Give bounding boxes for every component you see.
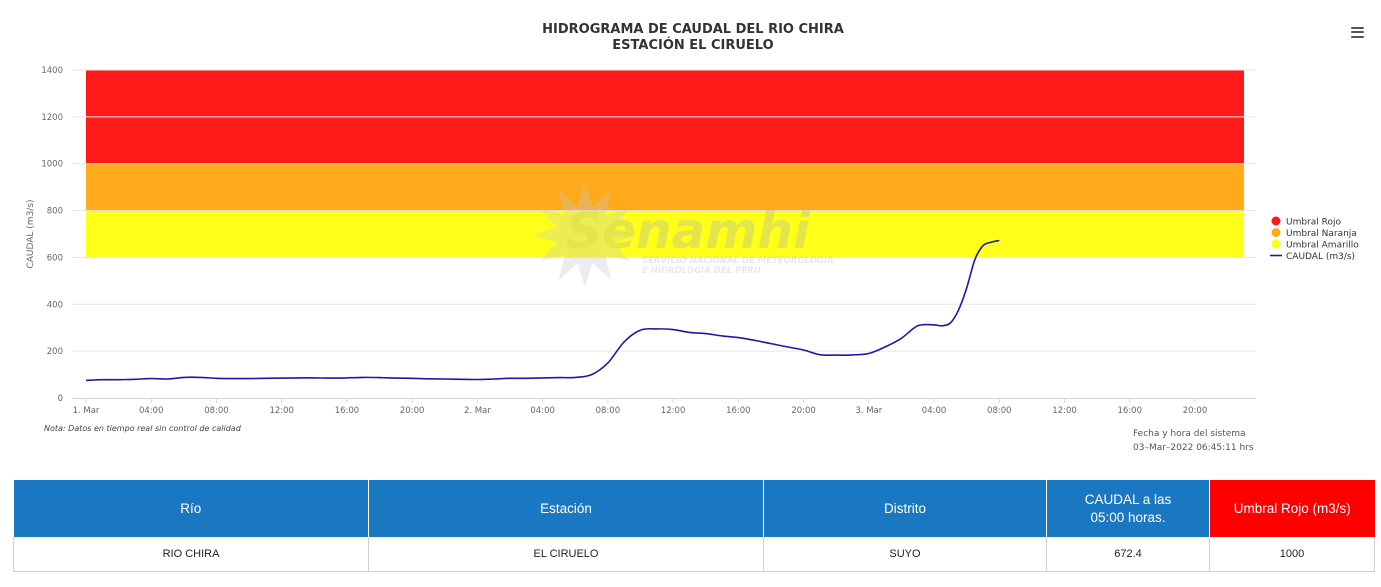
sun-ray-4: [607, 243, 631, 261]
series-line-caudal: [85, 239, 1000, 382]
cell-rio: RIO CHIRA: [13, 537, 369, 572]
series-layer: [85, 239, 1000, 382]
x-tick-label-17: 20:00: [1183, 406, 1208, 416]
header-caudal: CAUDAL a las 05:00 horas.: [1046, 480, 1210, 537]
watermark-line2: E HIDROLOGIA DEL PERU: [642, 266, 761, 276]
sun-ray-11: [559, 189, 577, 213]
sun-ray-7: [559, 257, 577, 281]
data-quality-note: Nota: Datos en tiempo real sin control d…: [44, 424, 242, 433]
x-tick-label-15: 12:00: [1052, 406, 1077, 416]
header-caudal-line2: 05:00 horas.: [1090, 509, 1166, 525]
hamburger-icon: [1350, 26, 1364, 38]
header-rio: Río: [13, 480, 369, 537]
x-tick-label-1: 04:00: [139, 406, 164, 416]
x-tick-label-8: 08:00: [596, 406, 621, 416]
y-tick-label-1200: 1200: [41, 113, 63, 123]
gridlines: [72, 69, 1256, 352]
station-table: Río Estación Distrito CAUDAL a las 05:00…: [13, 480, 1375, 572]
y-tick-label-1000: 1000: [41, 160, 63, 170]
watermark-brand: Senamhi: [566, 202, 811, 260]
watermark-line1: SERVICIO NACIONAL DE METEOROLOGIA: [642, 256, 834, 266]
x-tick-label-13: 04:00: [922, 406, 947, 416]
x-axis-tick-labels: 1. Mar 04:00 08:00 12:00 16:00 20:00 2. Mar 04:…: [73, 406, 1208, 416]
cell-caudal: 672.4: [1046, 537, 1210, 572]
x-tick-label-9: 12:00: [661, 406, 686, 416]
x-tick-label-4: 16:00: [335, 406, 360, 416]
legend-label-umbral-rojo: Umbral Rojo: [1286, 218, 1342, 228]
y-tick-label-400: 400: [47, 300, 63, 310]
sun-ray-3: [615, 228, 637, 242]
legend-item-umbral-naranja[interactable]: Umbral Naranja: [1271, 228, 1357, 239]
cell-distrito: SUYO: [763, 537, 1047, 572]
y-tick-label-0: 0: [58, 394, 63, 404]
sun-ray-8: [539, 243, 563, 261]
x-tick-label-0: 1. Mar: [73, 406, 100, 416]
chart-menu-button[interactable]: [1345, 22, 1369, 42]
header-estacion: Estación: [368, 480, 764, 537]
legend-label-caudal-m3-s: CAUDAL (m3/s): [1286, 252, 1355, 262]
sun-ray-0: [578, 183, 592, 205]
y-axis-tick-labels: 0 200 400 600 800 1000 1200 1400: [41, 66, 63, 404]
header-distrito: Distrito: [763, 480, 1047, 537]
sun-ray-5: [593, 257, 611, 281]
y-tick-label-1400: 1400: [41, 66, 63, 76]
table-header-row: Río Estación Distrito CAUDAL a las 05:00…: [13, 480, 1375, 537]
header-caudal-line1: CAUDAL a las: [1084, 491, 1172, 507]
system-datetime-label: Fecha y hora del sistema: [1133, 429, 1246, 439]
chart-title: HIDROGRAMA DE CAUDAL DEL RIO CHIRA: [542, 22, 844, 37]
legend-label-umbral-naranja: Umbral Naranja: [1286, 229, 1357, 239]
chart-subtitle: ESTACIÓN EL CIRUELO: [612, 37, 773, 53]
x-tick-label-11: 20:00: [791, 406, 816, 416]
sun-ray-6: [578, 265, 592, 287]
sun-logo-icon: [533, 183, 637, 287]
band-umbral-naranja: [86, 163, 1244, 211]
x-tick-label-6: 2. Mar: [464, 406, 491, 416]
cell-umbral: 1000: [1209, 537, 1375, 572]
sun-ray-2: [607, 209, 631, 227]
system-datetime-value: 03–Mar–2022 06:45:11 hrs: [1133, 443, 1254, 453]
y-axis-title: CAUDAL (m3/s): [26, 199, 36, 268]
x-tick-label-16: 16:00: [1118, 406, 1143, 416]
band-umbral-amarillo: [86, 210, 1244, 258]
chart-svg: Senamhi SERVICIO NACIONAL DE METEOROLOGI…: [26, 22, 1360, 453]
x-tick-label-14: 08:00: [987, 406, 1012, 416]
header-umbral-rojo: Umbral Rojo (m3/s): [1209, 480, 1375, 537]
sun-ray-10: [539, 209, 563, 227]
x-tick-label-3: 12:00: [269, 406, 294, 416]
legend-symbol-umbral-naranja: [1271, 228, 1281, 237]
x-tick-label-2: 08:00: [204, 406, 229, 416]
sun-ray-9: [533, 228, 555, 242]
legend-label-umbral-amarillo: Umbral Amarillo: [1286, 241, 1359, 251]
x-tick-label-7: 04:00: [530, 406, 555, 416]
y-tick-label-200: 200: [47, 347, 63, 357]
x-tick-label-5: 20:00: [400, 406, 425, 416]
legend-item-umbral-rojo[interactable]: Umbral Rojo: [1271, 216, 1342, 228]
table-row: RIO CHIRA EL CIRUELO SUYO 672.4 1000: [13, 537, 1375, 572]
hydrograph-chart: Senamhi SERVICIO NACIONAL DE METEOROLOGI…: [26, 22, 1369, 453]
sun-ray-1: [593, 189, 611, 213]
x-tick-label-12: 3. Mar: [855, 406, 882, 416]
senamhi-watermark: Senamhi SERVICIO NACIONAL DE METEOROLOGI…: [533, 183, 834, 287]
axes: [72, 398, 1256, 403]
legend-item-caudal-m3-s[interactable]: CAUDAL (m3/s): [1270, 252, 1355, 262]
y-tick-label-800: 800: [47, 207, 63, 217]
cell-estacion: EL CIRUELO: [368, 537, 764, 572]
legend-symbol-umbral-rojo: [1271, 216, 1281, 226]
x-tick-label-10: 16:00: [726, 406, 751, 416]
legend-item-umbral-amarillo[interactable]: Umbral Amarillo: [1271, 239, 1360, 251]
legend-symbol-umbral-amarillo: [1271, 239, 1281, 249]
y-tick-label-600: 600: [47, 253, 63, 263]
